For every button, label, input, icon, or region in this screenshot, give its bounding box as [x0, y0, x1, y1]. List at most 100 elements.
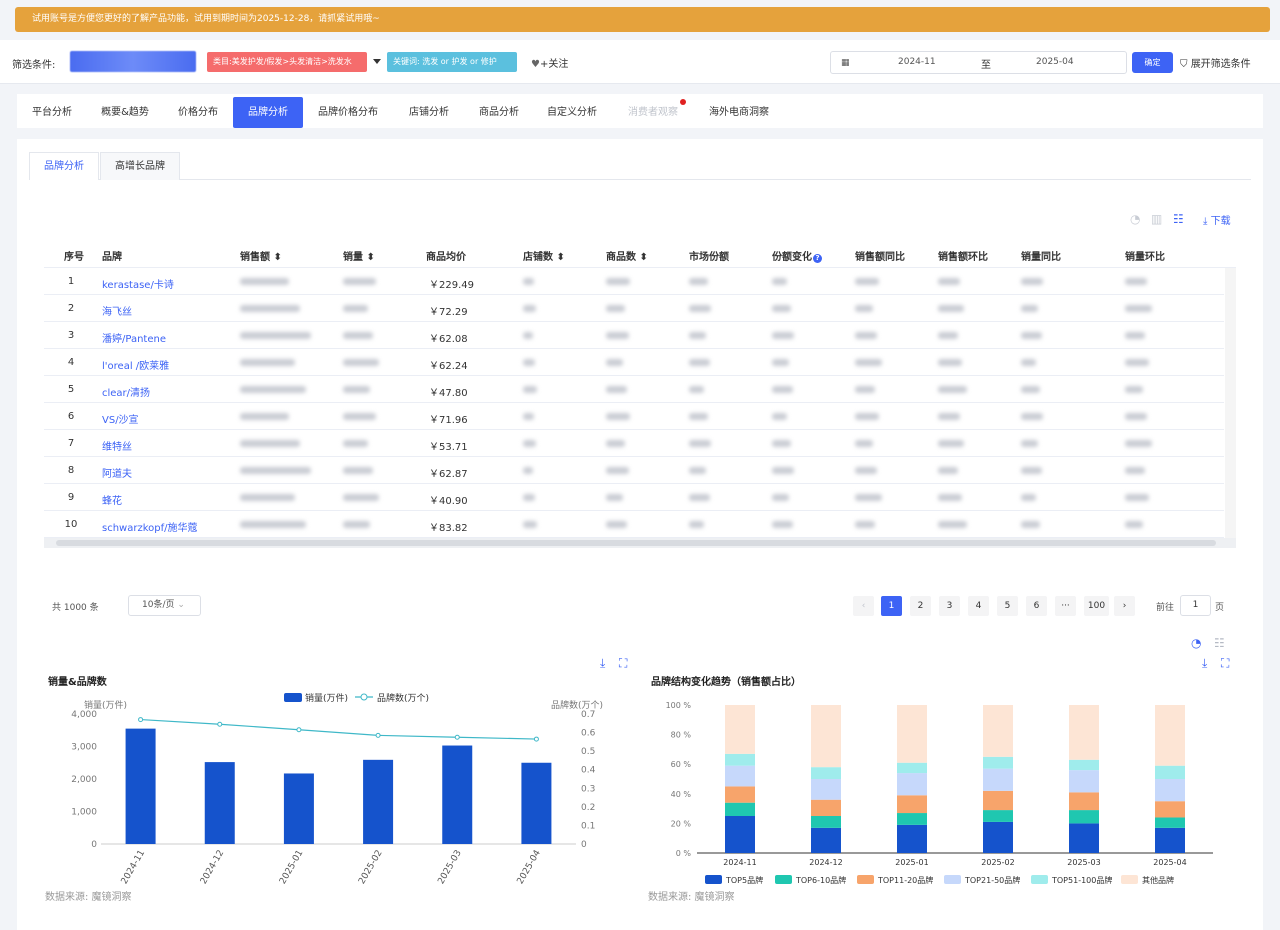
sort-icon[interactable]: ⬍ [636, 252, 648, 263]
line-point[interactable] [533, 736, 539, 742]
scrollbar-thumb[interactable] [56, 540, 1216, 546]
prev-page-button[interactable]: ‹ [853, 596, 874, 616]
sort-icon[interactable]: ⬍ [553, 252, 565, 263]
subtab-high-growth[interactable]: 高增长品牌 [100, 152, 180, 180]
keyword-tag[interactable]: 关键词: 洗发 or 护发 or 修护 [387, 52, 517, 72]
brand-link[interactable]: kerastase/卡诗 [102, 280, 174, 291]
goto-input[interactable]: 1 [1180, 595, 1211, 616]
col-shop-count[interactable]: 店铺数 ⬍ [523, 248, 565, 263]
pie-chart-icon[interactable]: ◔ [1130, 212, 1141, 226]
line-point[interactable] [454, 734, 460, 740]
page-4[interactable]: 4 [968, 596, 989, 616]
stacked-bar-segment[interactable] [1069, 705, 1099, 760]
line-point[interactable] [138, 717, 144, 723]
brand-link[interactable]: 海飞丝 [102, 307, 132, 318]
stacked-bar-segment[interactable] [1155, 779, 1185, 802]
page-size-select[interactable]: 10条/页 ⌄ [128, 595, 201, 616]
stacked-bar-segment[interactable] [983, 768, 1013, 791]
stacked-bar-segment[interactable] [897, 773, 927, 796]
bar[interactable] [125, 728, 156, 844]
stacked-bar-segment[interactable] [811, 767, 841, 779]
stacked-bar-segment[interactable] [725, 816, 755, 853]
stacked-bar-segment[interactable] [983, 790, 1013, 811]
follow-button[interactable]: ♥+关注 [531, 55, 568, 70]
brand-link[interactable]: 阿道夫 [102, 469, 132, 480]
sort-icon[interactable]: ⬍ [270, 252, 282, 263]
page-6[interactable]: 6 [1026, 596, 1047, 616]
pie-chart-icon[interactable]: ◔ [1191, 636, 1202, 650]
chevron-down-icon[interactable] [373, 59, 381, 64]
tab-platform[interactable]: 平台分析 [32, 107, 72, 118]
help-icon[interactable]: ? [813, 254, 822, 263]
stacked-bar-segment[interactable] [725, 802, 755, 816]
next-page-button[interactable]: › [1114, 596, 1135, 616]
fullscreen-icon[interactable]: ⛶ [1221, 656, 1230, 670]
stacked-bar-segment[interactable] [983, 705, 1013, 757]
page-3[interactable]: 3 [939, 596, 960, 616]
brand-link[interactable]: schwarzkopf/施华蔻 [102, 523, 198, 534]
tab-overseas[interactable]: 海外电商洞察 [709, 107, 769, 118]
tab-brand-price[interactable]: 品牌价格分布 [318, 107, 378, 118]
stacked-bar-segment[interactable] [1155, 765, 1185, 779]
sort-icon[interactable]: ⬍ [363, 252, 375, 263]
stacked-bar-segment[interactable] [811, 816, 841, 828]
stacked-bar-segment[interactable] [897, 813, 927, 825]
brand-link[interactable]: clear/清扬 [102, 388, 151, 399]
stacked-bar-segment[interactable] [1069, 792, 1099, 811]
tab-consumer[interactable]: 消费者观察 [628, 107, 678, 118]
stacked-bar-segment[interactable] [811, 705, 841, 768]
stacked-bar-segment[interactable] [897, 795, 927, 814]
page-ellipsis[interactable]: ··· [1055, 596, 1076, 616]
date-range-picker[interactable]: ▦ 2024-11 至 2025-04 [830, 51, 1127, 74]
tab-product[interactable]: 商品分析 [479, 107, 519, 118]
page-100[interactable]: 100 [1084, 596, 1109, 616]
stacked-bar-segment[interactable] [1155, 817, 1185, 828]
bar-chart-icon[interactable]: ▥ [1151, 212, 1163, 226]
bar[interactable] [204, 762, 235, 844]
bar[interactable] [283, 773, 314, 844]
page-5[interactable]: 5 [997, 596, 1018, 616]
line-point[interactable] [296, 727, 302, 733]
fullscreen-icon[interactable]: ⛶ [619, 656, 628, 670]
download-icon[interactable]: ⤓ [600, 656, 606, 670]
stacked-bar-segment[interactable] [983, 821, 1013, 853]
brand-link[interactable]: 潘婷/Pantene [102, 334, 166, 345]
line-point[interactable] [217, 721, 223, 727]
stacked-bar-segment[interactable] [1155, 705, 1185, 766]
stacked-bar-segment[interactable] [811, 827, 841, 853]
brand-link[interactable]: VS/沙宣 [102, 415, 139, 426]
list-view-icon[interactable]: ☷ [1214, 636, 1225, 650]
brand-link[interactable]: 维特丝 [102, 442, 132, 453]
bar[interactable] [363, 759, 394, 844]
brand-link[interactable]: l'oreal /欧莱雅 [102, 361, 170, 372]
tab-shop[interactable]: 店铺分析 [409, 107, 449, 118]
stacked-bar-segment[interactable] [1155, 801, 1185, 818]
tab-brand[interactable]: 品牌分析 [233, 97, 303, 128]
download-icon[interactable]: ⤓ [1202, 656, 1208, 670]
stacked-bar-segment[interactable] [983, 756, 1013, 769]
page-1[interactable]: 1 [881, 596, 902, 616]
tab-price[interactable]: 价格分布 [178, 107, 218, 118]
stacked-bar-segment[interactable] [1069, 770, 1099, 793]
page-2[interactable]: 2 [910, 596, 931, 616]
table-view-icon[interactable]: ☷ [1173, 212, 1184, 226]
stacked-bar-segment[interactable] [725, 786, 755, 803]
stacked-bar-segment[interactable] [725, 705, 755, 754]
subtab-brand-analysis[interactable]: 品牌分析 [29, 152, 99, 180]
horizontal-scrollbar[interactable] [44, 538, 1236, 548]
date-start[interactable]: 2024-11 [898, 57, 936, 67]
stacked-bar-segment[interactable] [811, 779, 841, 800]
stacked-bar-segment[interactable] [897, 824, 927, 853]
stacked-bar-segment[interactable] [1155, 827, 1185, 853]
vertical-scrollbar[interactable] [1225, 268, 1236, 538]
stacked-bar-segment[interactable] [983, 810, 1013, 822]
stacked-bar-segment[interactable] [1069, 823, 1099, 853]
col-sales-volume[interactable]: 销量 ⬍ [343, 248, 375, 263]
confirm-button[interactable]: 确定 [1132, 52, 1173, 73]
expand-filter-button[interactable]: ⛉ 展开筛选条件 [1180, 55, 1251, 70]
bar[interactable] [442, 745, 473, 844]
brand-link[interactable]: 蜂花 [102, 496, 122, 507]
stacked-bar-segment[interactable] [811, 799, 841, 816]
date-end[interactable]: 2025-04 [1036, 57, 1074, 67]
stacked-bar-segment[interactable] [725, 753, 755, 766]
